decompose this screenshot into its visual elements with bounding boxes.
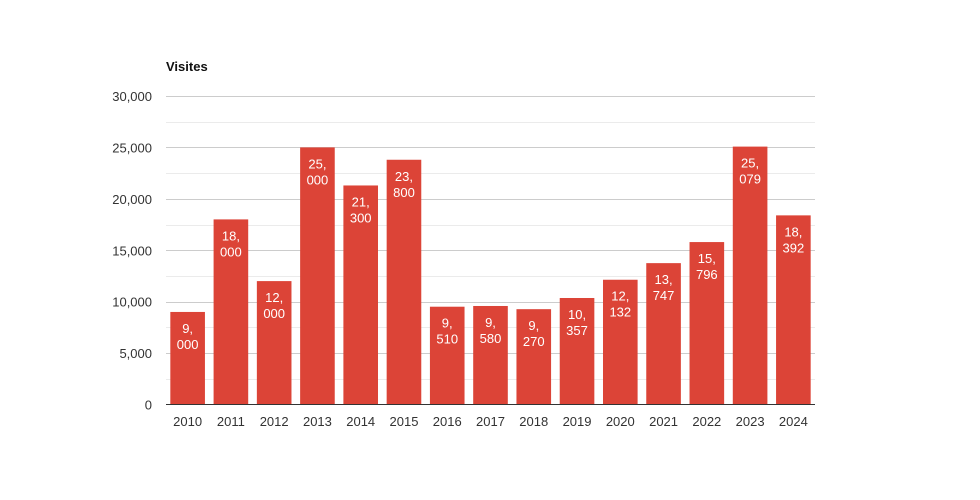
bar-2024: [776, 215, 811, 405]
bar-value-label: 12,: [265, 290, 283, 305]
bar-value-label: 357: [566, 323, 588, 338]
bar-value-label: 392: [783, 240, 805, 255]
x-axis-ticks: 2010 2011 2012 2013 2014 2015 2016 2017 2018 2019…: [173, 414, 808, 429]
x-tick-label: 2022: [692, 414, 721, 429]
bar-value-label: 300: [350, 210, 372, 225]
bar-value-label: 10,: [568, 307, 586, 322]
bar-value-label: 12,: [611, 289, 629, 304]
bar-2021: [646, 263, 681, 405]
bar-2010: [170, 311, 205, 405]
bar-value-label: 9,: [442, 316, 453, 331]
x-tick-label: 2020: [606, 414, 635, 429]
bar-value-label: 25,: [741, 156, 759, 171]
y-tick-label: 5,000: [119, 346, 152, 361]
x-tick-label: 2011: [217, 414, 245, 429]
bar-value-label: 000: [177, 337, 199, 352]
bar-2015: [386, 159, 422, 405]
y-axis-ticks: 0 5,000 10,000 15,000 20,000 25,000 30,000: [112, 89, 152, 413]
bar-value-label: 800: [393, 185, 415, 200]
bar-2020: [602, 279, 638, 405]
x-tick-label: 2012: [260, 414, 289, 429]
bar-2017: [473, 305, 508, 405]
x-tick-label: 2015: [390, 414, 419, 429]
x-tick-label: 2010: [173, 414, 202, 429]
bar-value-label: 510: [436, 332, 458, 347]
x-tick-label: 2024: [779, 414, 808, 429]
x-tick-label: 2017: [476, 414, 505, 429]
bar-value-label: 21,: [352, 194, 370, 209]
bar-value-label: 9,: [182, 321, 193, 336]
y-tick-label: 30,000: [112, 89, 152, 104]
bar-2022: [689, 242, 725, 405]
bar-value-label: 18,: [784, 224, 802, 239]
bar-2019: [559, 297, 595, 405]
bar-2014: [343, 185, 379, 405]
bar-value-label: 796: [696, 267, 718, 282]
bar-2012: [256, 281, 292, 405]
bar-2013: [300, 147, 335, 405]
bar-value-label: 000: [220, 244, 242, 259]
bar-value-label: 580: [480, 331, 502, 346]
y-tick-label: 10,000: [112, 295, 152, 310]
bar-2023: [732, 146, 768, 405]
x-tick-label: 2021: [649, 414, 678, 429]
x-tick-label: 2019: [563, 414, 592, 429]
x-tick-label: 2018: [519, 414, 548, 429]
bar-value-label: 15,: [698, 251, 716, 266]
bar-value-label: 9,: [485, 315, 496, 330]
bar-value-label: 000: [307, 172, 329, 187]
bar-value-label: 000: [263, 306, 285, 321]
bar-value-label: 132: [609, 305, 631, 320]
bar-value-label: 747: [653, 288, 675, 303]
bar-2016: [429, 306, 465, 405]
y-axis-title: Visites: [166, 59, 208, 74]
bar-value-label: 270: [523, 334, 545, 349]
bar-value-label: 25,: [308, 156, 326, 171]
bar-value-label: 13,: [655, 272, 673, 287]
bar-2018: [516, 309, 552, 405]
bars: 9,00018,00012,00025,00021,30023,8009,510…: [170, 146, 811, 405]
bar-value-label: 23,: [395, 169, 413, 184]
bar-value-label: 18,: [222, 228, 240, 243]
bar-value-label: 9,: [528, 318, 539, 333]
y-tick-label: 20,000: [112, 192, 152, 207]
bar-value-label: 079: [739, 172, 761, 187]
bar-2011: [213, 219, 249, 405]
x-tick-label: 2013: [303, 414, 332, 429]
y-tick-label: 25,000: [112, 140, 152, 155]
x-tick-label: 2016: [433, 414, 462, 429]
x-tick-label: 2023: [736, 414, 765, 429]
x-tick-label: 2014: [346, 414, 375, 429]
y-tick-label: 15,000: [112, 243, 152, 258]
y-tick-label: 0: [145, 398, 152, 413]
